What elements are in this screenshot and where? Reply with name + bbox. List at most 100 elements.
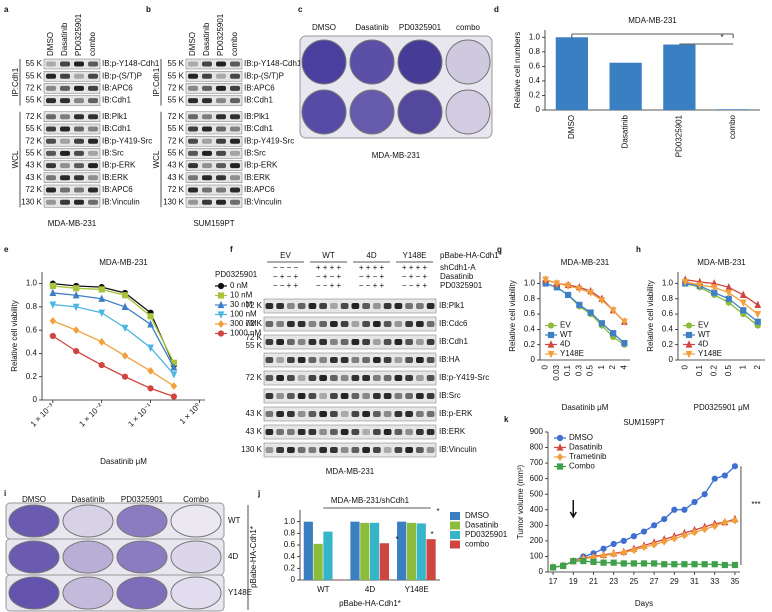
blot-band [308,303,317,309]
blot-band [426,411,435,417]
group-label: EV [280,251,291,260]
blot-band [426,429,435,435]
cell-line: SUM159PT [193,219,234,228]
mw-marker: 130 K [21,197,43,206]
blot-band [308,321,317,327]
series-line [685,282,759,323]
y-tick-label: 500 [530,489,544,498]
legend-marker [685,331,693,339]
blot-strip [263,442,437,458]
data-point [553,280,561,288]
blot-strip [263,298,437,314]
blot-band [230,138,240,144]
blot-band [383,447,392,453]
panel-label: b [146,5,151,14]
mw-marker: 43 K [168,173,185,182]
data-point [598,297,606,305]
x-tick-label: 21 [589,577,598,586]
well [170,504,222,538]
data-point [542,276,550,284]
bar [555,37,588,110]
data-point [549,564,557,571]
panel-label: k [504,415,509,424]
blot-strip [185,123,243,135]
data-point [98,286,105,293]
blot-band [88,199,98,205]
mw-marker: 72 K [246,373,263,382]
blot-band [88,126,98,132]
x-tick-label: 4 [619,364,628,369]
legend-label: EV [560,321,571,330]
blot-band [202,199,212,205]
blot-strip [43,83,101,94]
blot-band [88,187,98,193]
blot-band [276,411,284,417]
blot-band [202,150,212,156]
blot-band [74,61,84,67]
series-line [52,303,175,375]
blot-band [362,393,370,399]
blot-band [426,393,435,399]
data-point [98,294,106,302]
blot-band [265,339,274,345]
blot-label: IB:Src [439,391,461,400]
y-tick-label: 0 [669,355,674,364]
data-point [740,307,747,314]
annotation: *** [751,500,760,509]
legend-label: Y148E [698,349,722,358]
panel-label: i [4,489,6,498]
blot-band [416,447,424,453]
blot-label: IB:p-Y419-Src [439,373,489,382]
data-point [691,498,698,506]
blot-band [230,61,240,67]
section-label: IP:Cdh1 [11,67,20,96]
data-point [98,309,106,318]
legend-label: Combo [569,462,595,471]
bar [426,539,436,580]
data-point [671,506,678,513]
blot-band [88,150,98,156]
blot-band [297,375,306,381]
panel-label: h [636,245,641,254]
data-point [620,318,628,327]
bar [717,109,750,110]
chart-title: MDA-MB-231 [628,16,677,25]
blot-band [405,303,413,309]
blot-band [188,126,198,132]
data-point [710,284,718,292]
treatment-sign: − + − + [359,272,385,281]
blot-band [202,187,212,193]
blot-band [426,357,435,363]
well [62,576,114,610]
blot-band [60,199,70,205]
x-tick-label: 0.5 [724,364,733,376]
legend-label: Dasatinib [465,521,499,530]
data-point [147,344,154,352]
blot-band [351,429,360,435]
blot-label: IB:Plk1 [439,301,465,310]
series-line [52,335,175,398]
mw-marker: 72 K [168,112,185,121]
blot-band [287,393,295,399]
x-tick-label: 0.5 [586,364,595,376]
blot-strip [43,95,101,106]
blot-band [88,114,98,120]
mw-marker: 72 K [26,112,43,121]
data-point [121,351,129,360]
lane-label: DMSO [188,32,197,56]
lane-label: combo [88,31,97,56]
legend-marker [217,292,225,299]
well [349,89,395,135]
blot-strip [263,352,437,368]
data-point [691,561,698,568]
blot-band [60,73,70,79]
blot-band [405,429,413,435]
blot-strip [185,135,243,147]
section-label: WCL [152,150,161,168]
blot-band [373,339,381,345]
row-label: WT [228,516,241,525]
bar [397,521,407,580]
chart-title: MDA-MB-231 [697,258,746,267]
legend-title: PD0325901 [215,270,258,279]
